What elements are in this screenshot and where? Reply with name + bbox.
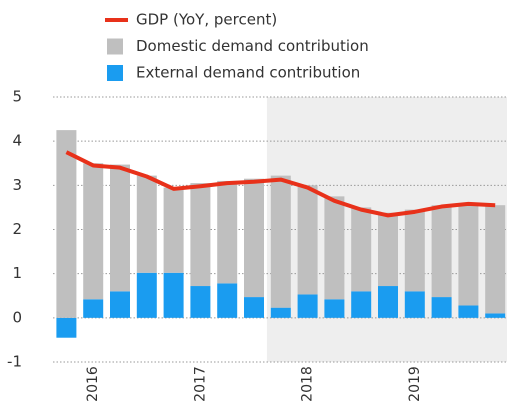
bar [431, 297, 452, 318]
bar [110, 291, 130, 318]
bar [404, 291, 425, 318]
bar [404, 209, 425, 292]
bar [83, 163, 104, 300]
legend-label: Domestic demand contribution [136, 37, 369, 55]
bar [458, 305, 479, 318]
bar [163, 187, 184, 273]
bar [485, 205, 506, 314]
bar [136, 272, 157, 318]
bar [431, 205, 452, 298]
bar [378, 286, 398, 318]
bar [163, 272, 184, 318]
bar [217, 180, 238, 284]
x-tick-label: 2019 [407, 366, 423, 402]
y-tick-label: 2 [12, 220, 22, 238]
x-tick-label: 2016 [85, 366, 101, 402]
bar [270, 175, 291, 308]
bar [270, 307, 291, 318]
bar [351, 291, 372, 318]
bar [458, 203, 479, 306]
legend-label: External demand contribution [136, 64, 360, 82]
bar [324, 299, 345, 318]
gdp-line [65, 150, 496, 218]
x-tick-label: 2017 [192, 366, 208, 402]
bar [297, 185, 318, 295]
y-tick-label: -1 [7, 353, 22, 371]
bar [56, 130, 77, 318]
bar [351, 207, 372, 292]
bar [217, 283, 238, 318]
x-tick-label: 2018 [300, 366, 316, 402]
y-tick-label: 4 [12, 132, 22, 150]
bar [244, 297, 264, 318]
bar [485, 313, 506, 318]
bar [190, 183, 211, 287]
bar [244, 178, 264, 298]
y-tick-label: 3 [12, 176, 22, 194]
y-tick-label: 5 [12, 88, 22, 106]
bar [136, 175, 157, 273]
bar [190, 286, 211, 318]
y-tick-label: 1 [12, 264, 22, 282]
y-tick-label: 0 [12, 308, 22, 326]
bar [297, 294, 318, 318]
bar [324, 196, 345, 300]
bar [83, 299, 104, 318]
legend-swatch [107, 65, 123, 81]
bar [56, 317, 77, 338]
bar [110, 164, 130, 292]
bar [378, 212, 398, 287]
legend-swatch [107, 38, 123, 55]
legend-label: GDP (YoY, percent) [136, 11, 277, 29]
